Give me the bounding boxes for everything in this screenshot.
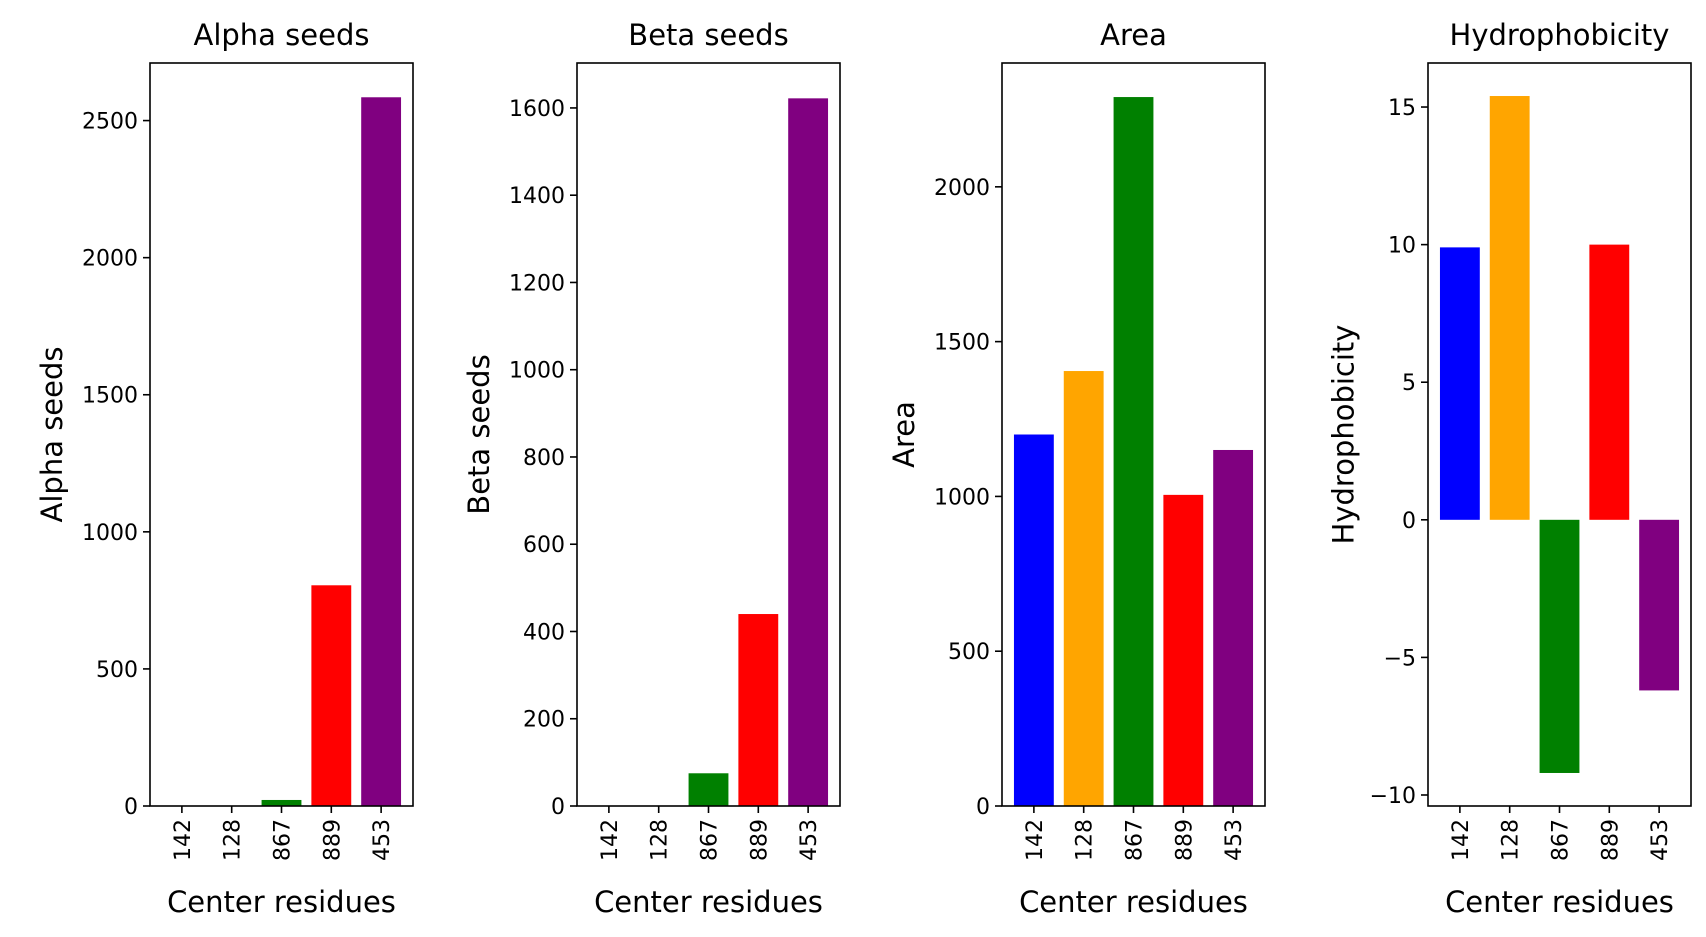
alpha-seeds-ytick-label: 1500 [82,384,138,409]
area-title: Area [1100,18,1167,52]
beta-seeds-ytick-label: 1400 [509,184,565,209]
hydrophobicity-ytick-label: 10 [1388,234,1416,259]
alpha-seeds-bar-453 [361,97,402,806]
area-bar-128 [1063,371,1104,806]
hydrophobicity-bar-867 [1539,519,1580,773]
alpha-seeds-xtick-label: 867 [271,819,296,861]
hydrophobicity-xlabel: Center residues [1445,885,1674,919]
beta-seeds-bar-453 [788,98,829,806]
beta-seeds-xlabel: Center residues [594,885,823,919]
area-xtick-label: 889 [1172,819,1197,861]
alpha-seeds-xtick-label: 142 [171,819,196,861]
hydrophobicity-bar-453 [1639,519,1680,691]
beta-seeds-ytick-label: 1600 [509,97,565,122]
hydrophobicity-ytick-label: −10 [1370,784,1416,809]
hydrophobicity-ytick-label: −5 [1384,646,1416,671]
hydrophobicity-xtick-label: 453 [1648,819,1673,861]
alpha-seeds-title: Alpha seeds [194,18,370,52]
hydrophobicity-xtick-label: 889 [1598,819,1623,861]
beta-seeds-bar-889 [738,614,779,806]
hydrophobicity-bar-128 [1489,96,1530,520]
alpha-seeds-xlabel: Center residues [167,885,396,919]
hydrophobicity-bar-142 [1439,247,1480,520]
area-ytick-label: 500 [948,640,990,665]
hydrophobicity-panel: −10 −5 0 5 10 15 142 128 867 889 453 Hydrophobicity… [1327,18,1692,919]
area-bar-142 [1013,434,1054,806]
hydrophobicity-title: Hydrophobicity [1450,18,1670,52]
beta-seeds-xtick-label: 128 [648,819,673,861]
hydrophobicity-ytick-label: 15 [1388,96,1416,121]
beta-seeds-xtick-label: 867 [698,819,723,861]
hydrophobicity-xtick-label: 142 [1449,819,1474,861]
area-panel: 0 500 1000 1500 2000 142 128 867 889 453 Area Cente… [887,18,1266,919]
hydrophobicity-ylabel: Hydrophobicity [1327,325,1361,545]
alpha-seeds-ytick-label: 2500 [82,110,138,135]
area-ytick-label: 0 [976,795,990,820]
alpha-seeds-ytick-label: 0 [124,795,138,820]
hydrophobicity-bar-889 [1589,244,1630,520]
hydrophobicity-ytick-label: 0 [1402,509,1416,534]
beta-seeds-panel: 0 200 400 600 800 1000 1200 1400 1600 142 128 867 88… [462,18,841,919]
alpha-seeds-bar-867 [261,799,302,806]
area-xtick-label: 453 [1222,819,1247,861]
beta-seeds-xtick-label: 142 [598,819,623,861]
beta-seeds-ylabel: Beta seeds [462,354,496,514]
beta-seeds-ytick-label: 600 [523,533,565,558]
beta-seeds-bar-867 [688,773,729,806]
alpha-seeds-ytick-label: 2000 [82,247,138,272]
hydrophobicity-xtick-label: 128 [1499,819,1524,861]
area-ytick-label: 2000 [934,176,990,201]
alpha-seeds-bar-889 [311,585,352,806]
beta-seeds-ytick-label: 800 [523,446,565,471]
alpha-seeds-xtick-label: 128 [221,819,246,861]
alpha-seeds-panel: 0 500 1000 1500 2000 2500 142 128 867 889 453 Alpha… [35,18,414,919]
area-xtick-label: 128 [1073,819,1098,861]
hydrophobicity-xtick-label: 867 [1549,819,1574,861]
beta-seeds-ytick-label: 400 [523,620,565,645]
area-ytick-label: 1000 [934,485,990,510]
beta-seeds-title: Beta seeds [628,18,788,52]
area-bar-889 [1163,494,1204,806]
beta-seeds-ytick-label: 200 [523,708,565,733]
area-xtick-label: 867 [1123,819,1148,861]
area-xtick-label: 142 [1023,819,1048,861]
alpha-seeds-ylabel: Alpha seeds [35,347,69,523]
beta-seeds-xtick-label: 889 [747,819,772,861]
alpha-seeds-xtick-label: 889 [320,819,345,861]
area-xlabel: Center residues [1019,885,1248,919]
area-bar-453 [1213,449,1254,806]
beta-seeds-ytick-label: 0 [551,795,565,820]
beta-seeds-ytick-label: 1000 [509,359,565,384]
alpha-seeds-ytick-label: 500 [96,658,138,683]
beta-seeds-xtick-label: 453 [797,819,822,861]
beta-seeds-ytick-label: 1200 [509,271,565,296]
hydrophobicity-ytick-label: 5 [1402,371,1416,396]
area-ylabel: Area [887,401,921,468]
alpha-seeds-xtick-label: 453 [370,819,395,861]
area-ytick-label: 1500 [934,331,990,356]
area-bar-867 [1113,97,1154,806]
alpha-seeds-ytick-label: 1000 [82,521,138,546]
